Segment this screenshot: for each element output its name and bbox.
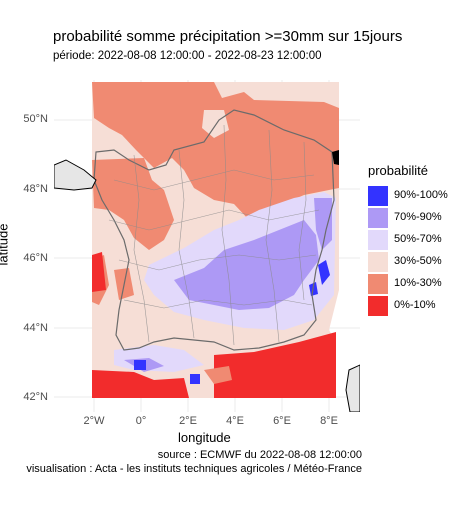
region-biscay-sea	[92, 370, 189, 398]
region-north	[92, 82, 339, 220]
y-tick-label: 50°N	[23, 113, 48, 125]
east-land-fragment	[332, 150, 339, 165]
x-tick-label: 2°W	[83, 415, 105, 427]
x-tick-label: 2°E	[179, 415, 197, 427]
chart-subtitle: période: 2022-08-08 12:00:00 - 2022-08-2…	[53, 50, 322, 62]
map-panel	[54, 80, 360, 412]
x-tick-label: 0°	[135, 415, 147, 427]
legend-key-swatch	[368, 208, 388, 228]
x-axis-label: longitude	[178, 430, 231, 445]
legend-item-label: 70%-90%	[394, 211, 442, 223]
y-tick-label: 44°N	[23, 322, 48, 334]
y-tick-label: 42°N	[23, 391, 48, 403]
legend-item-label: 0%-10%	[394, 299, 436, 311]
legend-key-swatch	[368, 230, 388, 250]
legend-key-swatch	[368, 252, 388, 272]
department-boundaries	[108, 124, 320, 346]
legend-item-label: 10%-30%	[394, 277, 442, 289]
france-coastline	[93, 109, 335, 351]
legend-key-swatch	[368, 186, 388, 206]
y-tick-label: 48°N	[23, 183, 48, 195]
legend-title: probabilité	[368, 163, 428, 178]
region-brittany-loire	[92, 158, 174, 250]
x-tick-label: 8°E	[320, 415, 338, 427]
corsica-land-fragment	[345, 364, 360, 412]
legend-item-label: 90%-100%	[394, 189, 448, 201]
y-axis-label-container: latitude	[0, 215, 22, 275]
y-axis-label: latitude	[0, 223, 11, 266]
x-tick-label: 6°E	[273, 415, 291, 427]
legend-item-label: 50%-70%	[394, 233, 442, 245]
caption-visualisation: visualisation : Acta - les instituts tec…	[26, 463, 362, 475]
legend-item-label: 30%-50%	[394, 255, 442, 267]
x-tick-label: 4°E	[226, 415, 244, 427]
chart-title: probabilité somme précipitation >=30mm s…	[53, 28, 403, 45]
y-tick-label: 46°N	[23, 252, 48, 264]
region-mediterranean-sea	[214, 332, 336, 398]
uk-land-fragment	[54, 159, 97, 191]
caption-source: source : ECMWF du 2022-08-08 12:00:00	[157, 449, 362, 461]
legend-key-swatch	[368, 274, 388, 294]
region-southeast-alps	[174, 220, 319, 310]
legend-key-swatch	[368, 296, 388, 316]
